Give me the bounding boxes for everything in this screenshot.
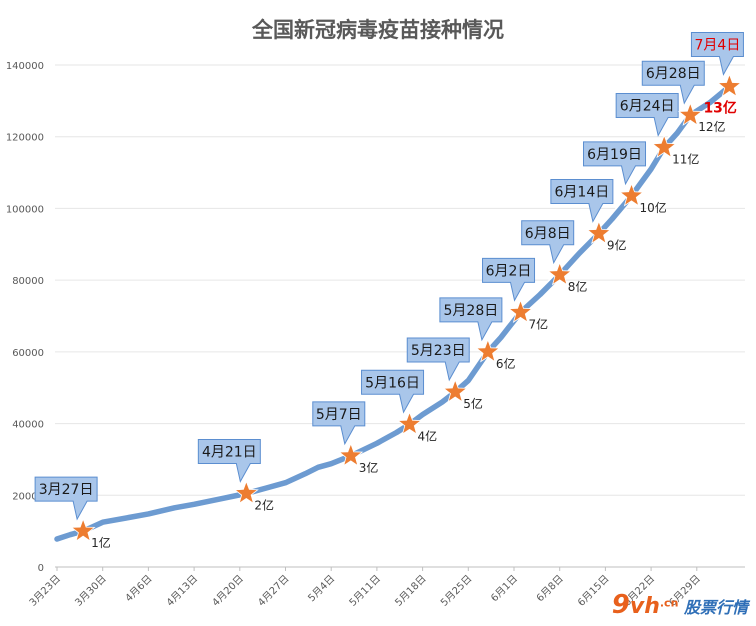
milestone-star-marker [475,338,501,363]
x-tick-label: 5月11日 [347,573,383,609]
milestone: 7月4日 13亿 [690,32,744,117]
milestone-value-label: 1亿 [91,535,111,550]
x-tick-label: 4月27日 [255,573,291,609]
milestone-star-marker [547,261,573,286]
y-tick-label: 60000 [12,348,44,359]
milestone: 5月28日 6亿 [439,297,516,371]
grid-lines [55,64,745,568]
x-tick-label: 6月15日 [575,573,611,609]
milestone-callout [312,401,366,446]
milestone: 5月16日 4亿 [361,369,438,443]
milestone-value-label: 5亿 [463,396,483,411]
milestone: 6月14日 9亿 [550,179,627,253]
milestone-callout [34,476,98,521]
milestone-star-marker [618,182,644,207]
milestone: 6月28日 12亿 [641,60,726,134]
milestones-group: 3月27日1亿4月21日2亿5月7日3亿5月16日4亿5月23日5亿5月28日6… [34,32,744,550]
milestone-star-marker [442,378,468,403]
milestone-callout [361,369,425,414]
x-axis: 3月23日 3月30日 4月6日 4月13日 4月20日 4月27日 5月4日 5月11日 5月… [27,567,703,609]
milestone-value-label: 7亿 [529,316,549,331]
x-tick-label: 5月4日 [306,573,338,605]
milestone: 6月19日 10亿 [583,141,667,215]
milestone-date-label: 6月8日 [525,226,571,242]
y-tick-label: 80000 [12,276,44,287]
milestone: 6月24日 11亿 [615,92,699,166]
x-tick-label: 4月20日 [210,573,246,609]
watermark-vh: vh [629,594,660,619]
milestone-callout [583,141,647,186]
y-tick-label: 120000 [6,133,44,144]
milestone-value-label: 13亿 [703,100,736,117]
milestone-date-label: 3月27日 [39,482,94,498]
milestone-star-marker [586,220,612,245]
milestone-value-label: 12亿 [698,119,725,134]
milestone-star-marker [651,134,677,159]
y-tick-label: 0 [38,563,44,574]
milestone: 3月27日 1亿 [34,476,111,550]
milestone-date-label: 5月28日 [444,303,499,319]
x-tick-label: 4月6日 [123,573,155,605]
milestone-date-label: 5月16日 [365,375,420,391]
milestone-star-marker [338,442,364,467]
milestone-date-label: 5月7日 [316,407,362,423]
milestone-callout [550,179,614,223]
watermark-logo: 9vh.cn 股票行情 [612,590,748,620]
milestone-value-label: 11亿 [672,151,699,166]
milestone: 4月21日 2亿 [197,438,274,512]
milestone: 5月7日 3亿 [312,401,379,475]
milestone: 5月23日 5亿 [406,337,483,411]
milestone-callout [439,297,503,342]
x-tick-label: 5月25日 [438,573,474,609]
milestone-callout [641,60,705,105]
milestone-date-label: 6月24日 [620,98,675,114]
milestone-value-label: 2亿 [254,497,274,512]
milestone: 6月2日 7亿 [482,257,549,331]
milestone-star-marker [70,517,96,542]
milestone-date-label: 4月21日 [202,444,257,460]
milestone-star-marker [716,73,743,98]
milestone-date-label: 6月28日 [646,66,701,82]
milestone-callout [615,92,679,137]
milestone-date-label: 6月14日 [555,185,610,201]
watermark-cn: .cn [659,596,679,610]
milestone-value-label: 3亿 [359,460,379,475]
x-tick-label: 4月13日 [164,573,200,609]
y-tick-label: 100000 [6,204,44,215]
milestone-star-marker [233,480,259,505]
milestone-date-label: 5月23日 [411,343,466,359]
x-tick-label: 5月18日 [393,573,429,609]
milestone-star-marker [507,299,533,324]
milestone-callout [406,337,470,382]
milestone-value-label: 6亿 [496,356,516,371]
y-tick-label: 20000 [12,491,44,502]
x-tick-label: 6月1日 [488,573,520,605]
milestone-value-label: 8亿 [568,279,588,294]
watermark-text: 股票行情 [683,598,748,617]
milestone-value-label: 4亿 [418,428,438,443]
milestone-value-label: 10亿 [640,200,667,215]
milestone-star-marker [677,102,703,126]
milestone-date-label: 6月19日 [587,147,642,163]
chart-title: 全国新冠病毒疫苗接种情况 [251,18,504,42]
y-axis: 0 20000 40000 60000 80000 100000 120000 140000 [6,61,44,574]
y-tick-label: 140000 [6,61,44,72]
milestone-date-label: 6月2日 [486,263,532,279]
x-tick-label: 3月23日 [27,573,63,609]
milestone-value-label: 9亿 [607,238,627,253]
milestone-callout [482,257,536,302]
milestone-date-label: 7月4日 [695,38,741,54]
milestone-star-marker [396,411,423,435]
milestone-callout [690,32,744,76]
x-tick-label: 3月30日 [73,573,109,609]
milestone: 6月8日 8亿 [521,220,588,294]
watermark-nine: 9 [611,590,630,620]
milestone-callout [521,220,575,265]
x-tick-label: 6月8日 [534,573,566,605]
milestone-callout [197,438,261,483]
y-tick-label: 40000 [12,420,44,431]
